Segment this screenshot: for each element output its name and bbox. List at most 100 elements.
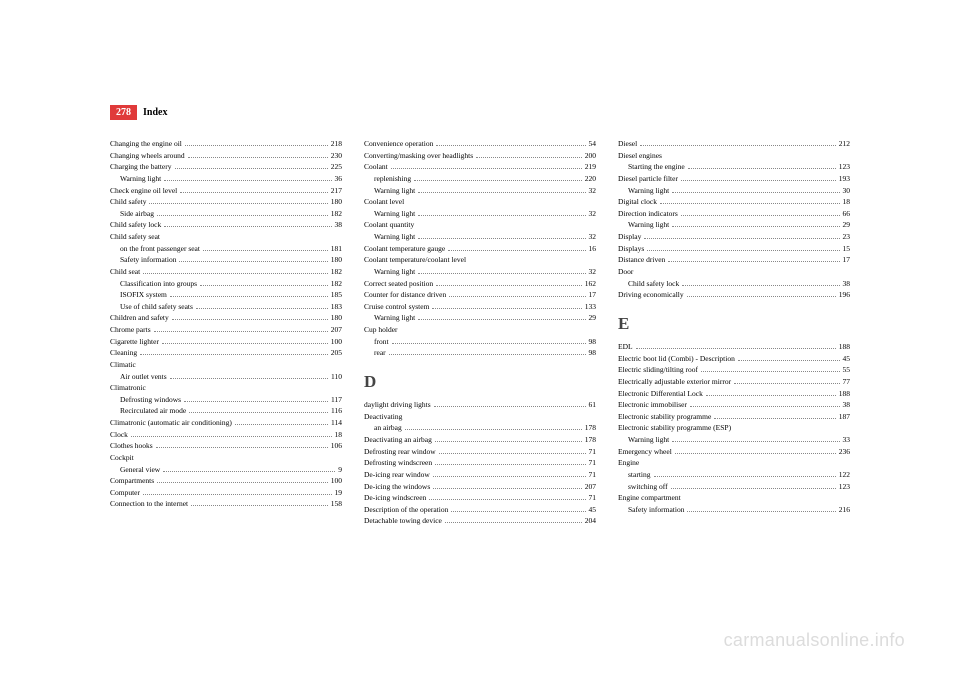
entry-label: Warning light [374,266,415,278]
index-columns: Changing the engine oil218Changing wheel… [110,138,850,527]
entry-page: 36 [335,173,343,185]
index-entry: daylight driving lights61 [364,399,596,411]
index-entry: Warning light33 [618,434,850,446]
leader-dots [203,250,328,251]
entry-label: rear [374,347,386,359]
entry-page: 110 [331,371,342,383]
entry-page: 236 [839,446,850,458]
leader-dots [143,273,328,274]
leader-dots [714,418,835,419]
entry-label: Coolant level [364,196,404,208]
leader-dots [738,360,840,361]
index-entry: Detachable towing device204 [364,515,596,527]
entry-label: Clock [110,429,128,441]
leader-dots [668,261,839,262]
entry-label: Deactivating [364,411,402,423]
leader-dots [389,354,586,355]
entry-page: 100 [331,336,342,348]
entry-label: on the front passenger seat [120,243,200,255]
entry-page: 98 [589,336,597,348]
leader-dots [433,488,582,489]
index-entry: Child safety lock38 [618,278,850,290]
index-entry: Changing the engine oil 218 [110,138,342,150]
entry-page: 9 [338,464,342,476]
index-entry: Driving economically196 [618,289,850,301]
leader-dots [701,371,840,372]
leader-dots [640,145,836,146]
entry-label: front [374,336,389,348]
column-3: Diesel212Diesel enginesStarting the engi… [618,138,850,527]
entry-page: 212 [839,138,850,150]
index-entry: Check engine oil level217 [110,185,342,197]
leader-dots [418,238,585,239]
entry-label: Cruise control system [364,301,429,313]
entry-label: Changing the engine oil [110,138,182,150]
leader-dots [405,429,582,430]
entry-page: 180 [331,312,342,324]
entry-label: Diesel [618,138,637,150]
entry-page: 218 [331,138,342,150]
index-entry: Electronic immobiliser38 [618,399,850,411]
entry-page: 66 [843,208,851,220]
entry-page: 181 [331,243,342,255]
leader-dots [636,348,836,349]
entry-page: 220 [585,173,596,185]
index-entry: Clothes hooks106 [110,440,342,452]
index-entry: Deactivating an airbag178 [364,434,596,446]
entry-label: Electronic stability programme (ESP) [618,422,731,434]
entry-page: 185 [331,289,342,301]
index-entry: starting122 [618,469,850,481]
leader-dots [170,296,328,297]
index-entry: Coolant level [364,196,596,208]
index-entry: Cleaning205 [110,347,342,359]
leader-dots [672,441,839,442]
leader-dots [235,424,328,425]
entry-label: Check engine oil level [110,185,177,197]
leader-dots [418,273,585,274]
entry-label: De-icing the windows [364,481,430,493]
index-entry: Electronic Differential Lock188 [618,388,850,400]
entry-page: 18 [843,196,851,208]
index-entry: Air outlet vents110 [110,371,342,383]
leader-dots [448,250,585,251]
index-entry: an airbag178 [364,422,596,434]
entry-label: Driving economically [618,289,684,301]
entry-label: Electric boot lid (Combi) - Description [618,353,735,365]
index-entry: rear98 [364,347,596,359]
leader-dots [188,157,328,158]
index-entry: Child safety lock38 [110,219,342,231]
index-entry: Electric sliding/tilting roof55 [618,364,850,376]
leader-dots [688,168,836,169]
entry-page: 180 [331,196,342,208]
entry-page: 193 [839,173,850,185]
entry-page: 45 [589,504,597,516]
entry-label: Electronic Differential Lock [618,388,703,400]
entry-page: 15 [843,243,851,255]
index-entry: Charging the battery225 [110,161,342,173]
leader-dots [690,406,840,407]
entry-page: 178 [585,434,596,446]
entry-page: 207 [331,324,342,336]
index-entry: Engine compartment [618,492,850,504]
index-entry: Classification into groups182 [110,278,342,290]
entry-label: Classification into groups [120,278,197,290]
index-entry: Chrome parts207 [110,324,342,336]
index-entry: Warning light36 [110,173,342,185]
leader-dots [435,464,585,465]
index-entry: Deactivating [364,411,596,423]
leader-dots [432,308,581,309]
entry-label: Electronic stability programme [618,411,711,423]
leader-dots [687,296,836,297]
index-entry: Compartments100 [110,475,342,487]
watermark: carmanualsonline.info [724,630,905,651]
entry-page: 180 [331,254,342,266]
entry-page: 225 [331,161,342,173]
index-entry: Clock18 [110,429,342,441]
leader-dots [436,145,585,146]
entry-label: Climatic [110,359,136,371]
leader-dots [434,406,586,407]
leader-dots [163,471,335,472]
entry-label: switching off [628,481,668,493]
index-entry: Recirculated air mode116 [110,405,342,417]
entry-page: 207 [585,481,596,493]
